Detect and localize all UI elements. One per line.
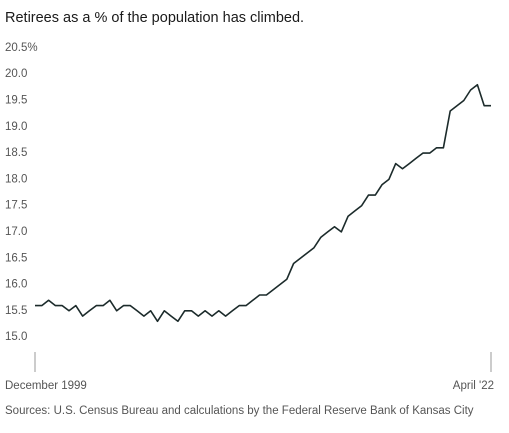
chart-title: Retirees as a % of the population has cl… — [5, 10, 304, 26]
y-tick-label: 18.0 — [5, 173, 27, 185]
x-tick-label: December 1999 — [5, 380, 87, 392]
y-tick-label: 17.5 — [5, 200, 27, 212]
y-tick-label: 18.5 — [5, 147, 27, 159]
y-tick-label: 19.0 — [5, 121, 27, 133]
data-line — [35, 83, 491, 323]
y-tick-label: 19.5 — [5, 95, 27, 107]
y-tick-label: 15.0 — [5, 331, 27, 343]
y-tick-label: 20.0 — [5, 68, 27, 80]
source-note: Sources: U.S. Census Bureau and calculat… — [5, 405, 474, 417]
y-tick-label: 16.0 — [5, 279, 27, 291]
y-tick-label: 20.5% — [5, 42, 38, 54]
y-tick-label: 15.5 — [5, 305, 27, 317]
y-tick-label: 17.0 — [5, 226, 27, 238]
y-tick-label: 16.5 — [5, 252, 27, 264]
x-tick-label: April '22 — [453, 380, 494, 392]
